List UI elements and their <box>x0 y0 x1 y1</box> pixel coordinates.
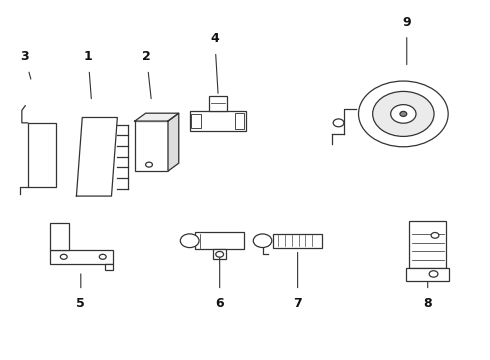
Circle shape <box>333 119 344 127</box>
Circle shape <box>373 91 434 136</box>
Bar <box>213 249 226 259</box>
Circle shape <box>391 105 416 123</box>
Polygon shape <box>168 113 179 171</box>
Text: 2: 2 <box>142 50 151 99</box>
Text: 4: 4 <box>210 32 219 93</box>
Circle shape <box>359 81 448 147</box>
Circle shape <box>99 254 106 259</box>
Text: 3: 3 <box>21 50 31 79</box>
Text: 7: 7 <box>293 252 302 310</box>
Bar <box>273 234 322 248</box>
Text: 5: 5 <box>76 274 85 310</box>
Bar <box>50 250 114 264</box>
Circle shape <box>253 234 272 248</box>
Text: 9: 9 <box>402 15 411 65</box>
Text: 1: 1 <box>84 50 93 99</box>
Text: 8: 8 <box>423 282 432 310</box>
Text: 6: 6 <box>215 256 224 310</box>
Polygon shape <box>135 113 179 121</box>
Bar <box>135 121 168 171</box>
Bar <box>410 221 446 267</box>
Circle shape <box>216 251 223 257</box>
Bar <box>236 113 245 129</box>
Bar <box>209 96 227 111</box>
Bar <box>28 123 56 187</box>
Bar <box>196 232 244 249</box>
Bar <box>406 267 449 281</box>
Circle shape <box>146 162 152 167</box>
Bar <box>50 223 69 250</box>
Circle shape <box>180 234 199 248</box>
Bar <box>190 111 246 131</box>
Circle shape <box>400 111 407 116</box>
Circle shape <box>431 233 439 238</box>
Bar <box>105 264 114 270</box>
Circle shape <box>429 271 438 277</box>
Bar <box>191 114 201 128</box>
Circle shape <box>60 254 67 259</box>
